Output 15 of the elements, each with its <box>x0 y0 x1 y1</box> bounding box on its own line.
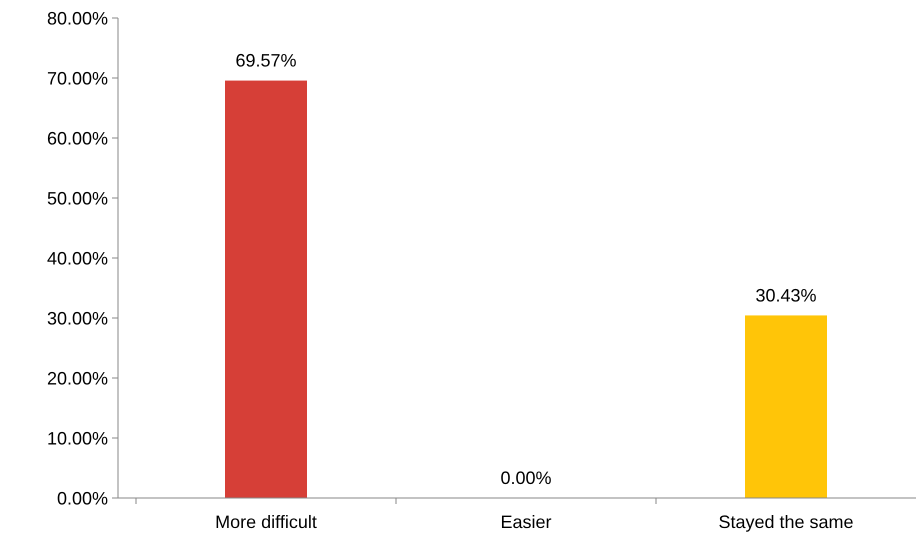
y-tick-label: 80.00% <box>46 8 108 28</box>
data-label: 0.00% <box>500 468 552 488</box>
y-tick-label: 20.00% <box>46 368 108 388</box>
y-tick-label: 30.00% <box>46 308 108 328</box>
y-tick-label: 50.00% <box>46 188 108 208</box>
x-tick-label: Stayed the same <box>718 512 854 532</box>
x-tick-label: More difficult <box>215 512 317 532</box>
y-tick-label: 40.00% <box>46 248 108 268</box>
y-tick-label: 70.00% <box>46 68 108 88</box>
y-tick-label: 60.00% <box>46 128 108 148</box>
x-tick-label: Easier <box>500 512 552 532</box>
data-label: 69.57% <box>235 50 297 71</box>
data-label: 30.43% <box>755 285 817 306</box>
y-tick-label: 0.00% <box>56 488 108 508</box>
y-tick-label: 10.00% <box>46 428 108 448</box>
